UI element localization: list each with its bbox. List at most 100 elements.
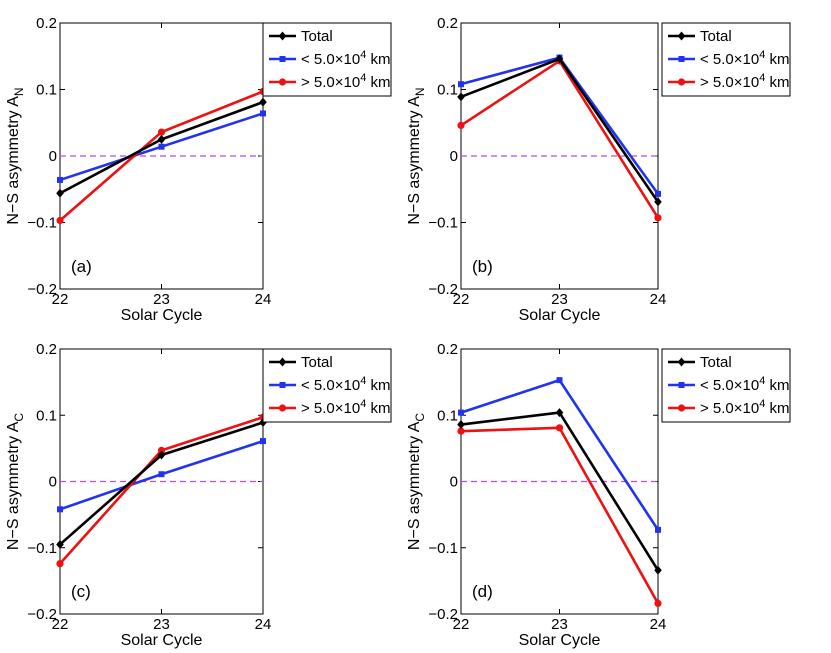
series-2 [57,438,266,513]
legend-entry-3: > 5.0×104 km [269,72,391,91]
legend-marker [677,78,686,86]
series-line [59,421,264,546]
data-point [655,190,661,197]
legend-label-text: Total [301,354,333,371]
data-point [457,121,465,130]
series-line [460,378,660,531]
x-tick-label: 23 [153,291,170,308]
panel-label: (d) [472,582,493,601]
legend-marker [278,357,287,367]
y-tick-label: 0 [49,148,57,165]
panel-label: (b) [472,257,493,276]
y-tick-label: 0.1 [36,407,57,424]
series-line [460,411,660,571]
y-axis-label-text: N−S asymmetry A [5,96,22,225]
y-tick-label: 0.2 [36,15,57,32]
legend-label-unit: km [366,51,390,68]
axes-frame [460,348,659,615]
legend-label-unit: km [765,74,789,91]
legend-label-superscript: 4 [759,72,765,84]
data-point [458,409,464,416]
y-tick-label: −0.1 [428,540,458,557]
legend-label: > 5.0×104 km [700,398,790,417]
data-point [260,110,266,117]
y-tick-label: −0.2 [428,281,458,298]
series-3 [457,57,662,222]
series-line [460,57,660,203]
legend-label-text: > 5.0×10 [700,400,759,417]
x-tick-label: 24 [650,291,667,308]
y-tick-label: 0.2 [437,341,458,358]
y-axis-label-subscript: C [413,413,427,422]
legend-label: Total [301,28,333,45]
x-tick-label: 23 [551,291,568,308]
data-point [56,560,64,568]
legend-marker [279,56,286,62]
data-point [56,539,64,549]
legend-marker [279,382,286,388]
legend-label: > 5.0×104 km [301,398,391,417]
legend-label-text: > 5.0×10 [700,74,759,91]
legend-entry-1: Total [269,354,333,371]
x-axis-label: Solar Cycle [121,632,203,649]
data-point [260,438,266,445]
legend-label-unit: km [366,400,390,417]
legend-marker [677,404,686,412]
legend-entry-3: > 5.0×104 km [269,398,391,417]
x-tick-label: 22 [52,291,69,308]
x-axis-label: Solar Cycle [121,307,203,324]
legend-marker [278,78,287,86]
legend-label-unit: km [765,51,789,68]
legend-entry-2: < 5.0×104 km [269,375,391,394]
data-point [457,427,465,435]
y-tick-label: −0.2 [428,606,458,623]
y-tick-label: 0.2 [36,341,57,358]
data-point [655,526,661,533]
data-point [259,97,267,107]
legend-entry-3: > 5.0×104 km [668,72,790,91]
legend-marker [678,56,685,62]
legend-marker [278,404,287,412]
series-line [59,416,264,565]
data-point [57,506,63,513]
legend: Total< 5.0×104 km> 5.0×104 km [661,22,791,97]
legend-label-text: Total [301,28,333,45]
legend-label-text: Total [700,28,732,45]
x-tick-label: 22 [453,291,470,308]
y-axis-label: N−S asymmetry AC [406,413,427,550]
y-axis-label: N−S asymmetry AC [5,413,26,550]
series-1 [56,418,267,549]
data-point [555,424,564,432]
chart-panel-4: −0.2 −0.1 0 0.1 0.2 22 23 24 Solar Cycle N−S asym… [406,341,791,649]
series-2 [57,110,266,183]
series-3 [457,424,662,608]
legend-label-unit: km [366,377,390,394]
x-axis-label: Solar Cycle [519,307,601,324]
data-point [556,377,563,384]
legend-marker [678,382,685,388]
x-tick-label: 22 [453,616,470,633]
legend-label: Total [700,28,732,45]
y-axis-label: N−S asymmetry AN [406,87,427,224]
y-tick-label: −0.2 [27,281,57,298]
legend-label-superscript: 4 [759,49,765,61]
legend-entry-2: < 5.0×104 km [668,375,790,394]
legend-label-text: < 5.0×10 [700,377,759,394]
y-axis-label-subscript: N [12,87,26,96]
data-point [457,420,465,430]
y-tick-label: 0.1 [437,82,458,99]
data-point [654,214,662,222]
data-point [158,471,165,478]
legend-entry-2: < 5.0×104 km [269,49,391,68]
legend-entry-1: Total [269,28,333,45]
legend-marker [278,31,287,41]
y-tick-label: −0.1 [27,215,57,232]
series-line [460,426,660,605]
x-tick-label: 23 [551,616,568,633]
y-tick-label: 0.2 [437,15,458,32]
legend-label-superscript: 4 [360,375,366,387]
y-tick-label: −0.1 [27,540,57,557]
legend-label: < 5.0×104 km [301,375,391,394]
data-point [654,197,662,207]
series-3 [56,413,267,568]
